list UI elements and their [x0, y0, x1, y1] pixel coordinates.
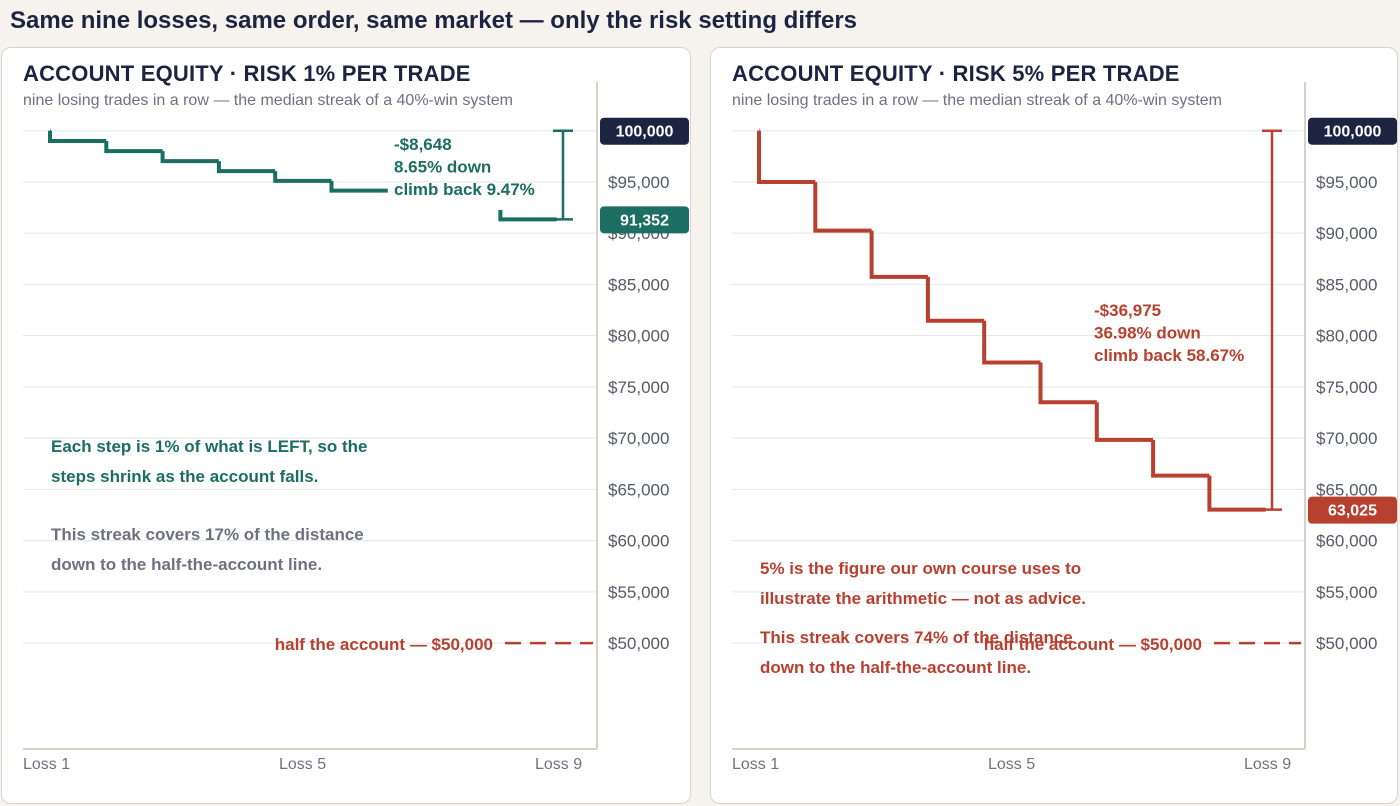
equity-chart-risk-1-percent: $50,000 $55,000 $60,000 $65,000 $70,000 $75,0…: [23, 82, 689, 773]
end-equity-badge: 63,025: [1328, 503, 1377, 520]
y-tick-label: $80,000: [608, 327, 669, 346]
start-equity-badge-bg: [600, 117, 689, 145]
y-tick-label: $50,000: [608, 634, 669, 653]
equity-step: [498, 209, 557, 222]
equity-step: [1151, 439, 1210, 478]
x-tick-label: Loss 1: [732, 756, 779, 773]
y-tick-label: $95,000: [608, 173, 669, 192]
equity-step: [329, 180, 388, 193]
x-tick-label: Loss 5: [279, 756, 326, 773]
equity-step: [160, 151, 219, 164]
y-tick-label: $60,000: [1316, 532, 1377, 551]
chart-panel-risk-1-percent: ACCOUNT EQUITY · RISK 1% PER TRADE nine …: [1, 47, 691, 804]
chart-note: down to the half-the-account line.: [760, 658, 1031, 677]
y-tick-label: $75,000: [1316, 378, 1377, 397]
equity-step: [757, 130, 816, 184]
y-tick-label: $90,000: [1316, 224, 1377, 243]
equity-step: [1207, 475, 1266, 512]
x-tick-label: Loss 1: [23, 756, 70, 773]
start-equity-badge: 100,000: [616, 124, 674, 141]
chart-note: steps shrink as the account falls.: [51, 467, 318, 486]
start-equity-badge-bg: [1308, 117, 1397, 145]
equity-step: [1038, 362, 1097, 405]
equity-step: [982, 320, 1041, 365]
x-tick-label: Loss 9: [535, 756, 582, 773]
equity-step: [48, 130, 107, 143]
chart-subtitle: nine losing trades in a row — the median…: [732, 92, 1223, 109]
y-tick-label: $55,000: [608, 583, 669, 602]
drawdown-annotation: -$36,975: [1094, 301, 1161, 320]
chart-note: illustrate the arithmetic — not as advic…: [760, 589, 1086, 608]
chart-note: down to the half-the-account line.: [51, 555, 322, 574]
end-equity-badge-bg: [600, 206, 689, 234]
x-tick-label: Loss 5: [988, 756, 1035, 773]
equity-step: [869, 230, 928, 279]
half-account-label: half the account — $50,000: [275, 635, 493, 654]
y-tick-label: $70,000: [1316, 429, 1377, 448]
drawdown-annotation: climb back 58.67%: [1094, 346, 1244, 365]
y-tick-label: $70,000: [608, 429, 669, 448]
chart-panel-risk-5-percent: ACCOUNT EQUITY · RISK 5% PER TRADE nine …: [710, 47, 1398, 804]
equity-step: [1094, 402, 1154, 442]
equity-step: [104, 140, 163, 154]
y-tick-label: $55,000: [1316, 583, 1377, 602]
y-tick-label: $95,000: [1316, 173, 1377, 192]
chart-note: This streak covers 17% of the distance: [51, 525, 364, 544]
y-tick-label: $60,000: [608, 532, 669, 551]
chart-title: ACCOUNT EQUITY · RISK 1% PER TRADE: [23, 61, 471, 86]
y-tick-label: $85,000: [1316, 275, 1377, 294]
end-equity-badge: 91,352: [620, 212, 669, 229]
chart-note: This streak covers 74% of the distance: [760, 628, 1073, 647]
y-tick-label: $75,000: [608, 378, 669, 397]
equity-step: [273, 171, 332, 183]
y-tick-label: $65,000: [1316, 480, 1377, 499]
chart-subtitle: nine losing trades in a row — the median…: [23, 92, 514, 109]
chart-title: ACCOUNT EQUITY · RISK 5% PER TRADE: [732, 61, 1180, 86]
equity-step: [216, 161, 276, 174]
chart-note: 5% is the figure our own course uses to: [760, 559, 1081, 578]
drawdown-annotation: 8.65% down: [394, 158, 491, 177]
page-title: Same nine losses, same order, same marke…: [10, 7, 858, 34]
equity-step: [925, 276, 985, 323]
chart-note: Each step is 1% of what is LEFT, so the: [51, 437, 367, 456]
equity-step: [813, 181, 872, 233]
y-tick-label: $80,000: [1316, 327, 1377, 346]
start-equity-badge: 100,000: [1324, 124, 1382, 141]
drawdown-annotation: 36.98% down: [1094, 324, 1201, 343]
x-tick-label: Loss 9: [1244, 756, 1291, 773]
y-tick-label: $85,000: [608, 275, 669, 294]
y-tick-label: $65,000: [608, 480, 669, 499]
y-tick-label: $50,000: [1316, 634, 1377, 653]
drawdown-annotation: climb back 9.47%: [394, 180, 535, 199]
half-account-label: half the account — $50,000: [984, 635, 1202, 654]
drawdown-annotation: -$8,648: [394, 135, 452, 154]
end-equity-badge-bg: [1308, 496, 1397, 524]
equity-chart-risk-5-percent: $50,000 $55,000 $60,000 $65,000 $70,000 $75,0…: [732, 82, 1397, 773]
